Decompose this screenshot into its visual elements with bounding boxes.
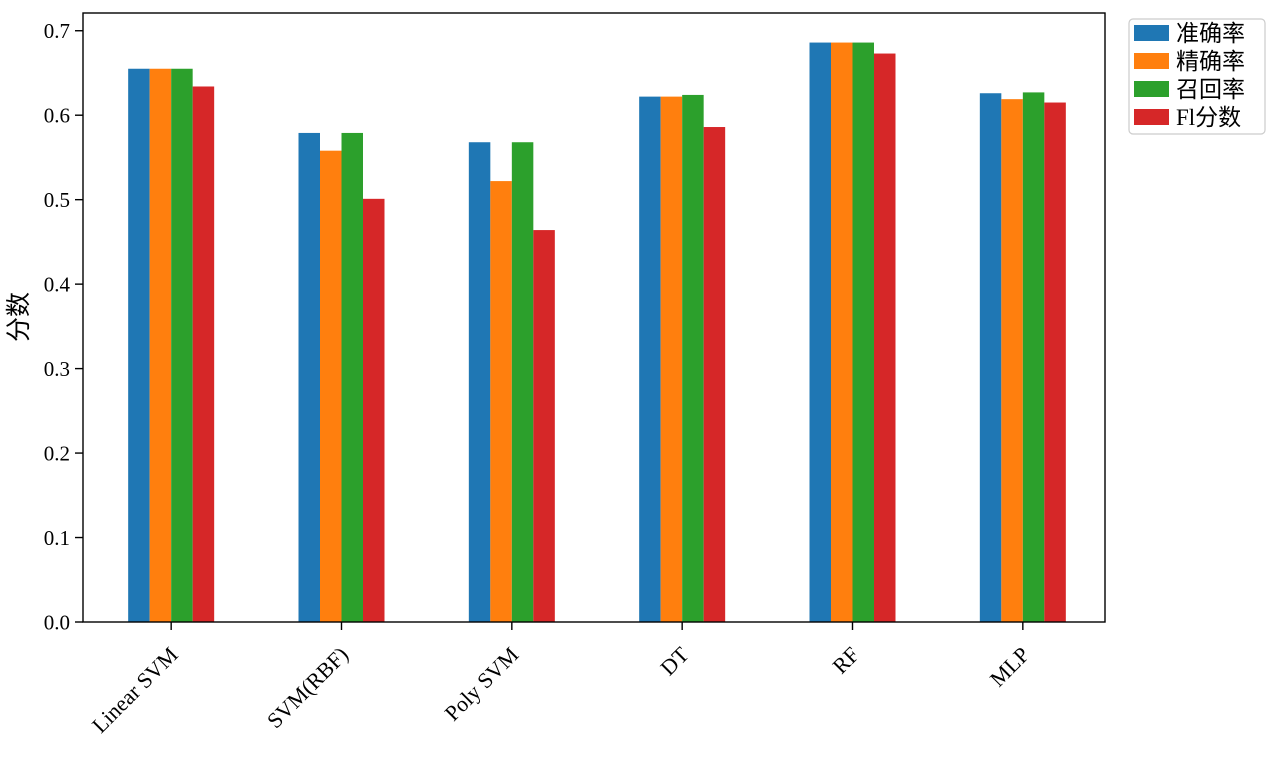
y-axis-label: 分数: [5, 292, 33, 342]
bar-准确率-SVM(RBF): [298, 132, 320, 622]
bar-Fl分数-DT: [703, 127, 726, 622]
legend-swatch-icon: [1134, 25, 1169, 41]
bar-准确率-Linear SVM: [128, 68, 150, 622]
x-tick-label-poly-svm: Poly SVM: [440, 642, 524, 726]
legend-label: 准确率: [1176, 21, 1245, 46]
y-tick-label: 0.4: [44, 273, 71, 297]
bar-召回率-SVM(RBF): [341, 132, 363, 622]
bar-准确率-Poly SVM: [468, 142, 491, 623]
bar-Fl分数-SVM(RBF): [363, 198, 385, 622]
bar-准确率-DT: [639, 96, 661, 623]
legend-label: Fl分数: [1176, 105, 1241, 130]
y-tick-label: 0.0: [44, 611, 70, 635]
y-axis-ticks-group: 0.0 0.1 0.2 0.3 0.4 0.5 0.6 0.7: [44, 19, 83, 635]
bar-Fl分数-Linear SVM: [192, 86, 215, 623]
bar-精确率-DT: [660, 96, 683, 623]
y-tick-label: 0.6: [44, 104, 70, 128]
x-axis-ticks-group: Linear SVM SVM(RBF) Poly SVM DT RF MLP: [87, 622, 1035, 738]
y-tick-label: 0.3: [44, 357, 70, 381]
y-tick-label: 0.1: [44, 526, 70, 550]
bar-Fl分数-MLP: [1044, 102, 1066, 622]
bar-准确率-RF: [809, 42, 831, 623]
x-tick-label-svm-rbf-: SVM(RBF): [262, 642, 353, 733]
bar-召回率-DT: [682, 94, 704, 623]
y-tick-label: 0.5: [44, 188, 70, 212]
bar-精确率-SVM(RBF): [320, 150, 342, 622]
bar-Fl分数-Poly SVM: [533, 230, 555, 622]
bar-精确率-RF: [831, 42, 853, 623]
legend-swatch-icon: [1134, 81, 1169, 97]
legend-label: 精确率: [1176, 49, 1245, 74]
bar-精确率-MLP: [1001, 99, 1023, 622]
x-tick-label-mlp: MLP: [985, 642, 1035, 692]
legend-box: [1128, 18, 1266, 135]
x-tick-label-rf: RF: [827, 642, 864, 679]
plot-area-border: [82, 12, 1106, 623]
legend-swatch-icon: [1134, 53, 1169, 69]
bars-group: [128, 42, 1066, 623]
bar-召回率-MLP: [1022, 92, 1045, 622]
bar-召回率-Linear SVM: [171, 68, 193, 622]
bar-精确率-Linear SVM: [149, 68, 172, 622]
bar-Fl分数-RF: [874, 53, 896, 623]
bar-召回率-Poly SVM: [511, 142, 534, 623]
y-tick-label: 0.7: [44, 19, 70, 43]
x-tick-label-linear-svm: Linear SVM: [87, 642, 183, 738]
legend-label: 召回率: [1176, 77, 1245, 102]
bar-召回率-RF: [852, 42, 874, 623]
bar-精确率-Poly SVM: [490, 181, 512, 622]
x-tick-label-dt: DT: [655, 641, 694, 680]
bar-准确率-MLP: [979, 93, 1002, 623]
legend-swatch-icon: [1134, 109, 1169, 125]
y-tick-label: 0.2: [44, 442, 70, 466]
